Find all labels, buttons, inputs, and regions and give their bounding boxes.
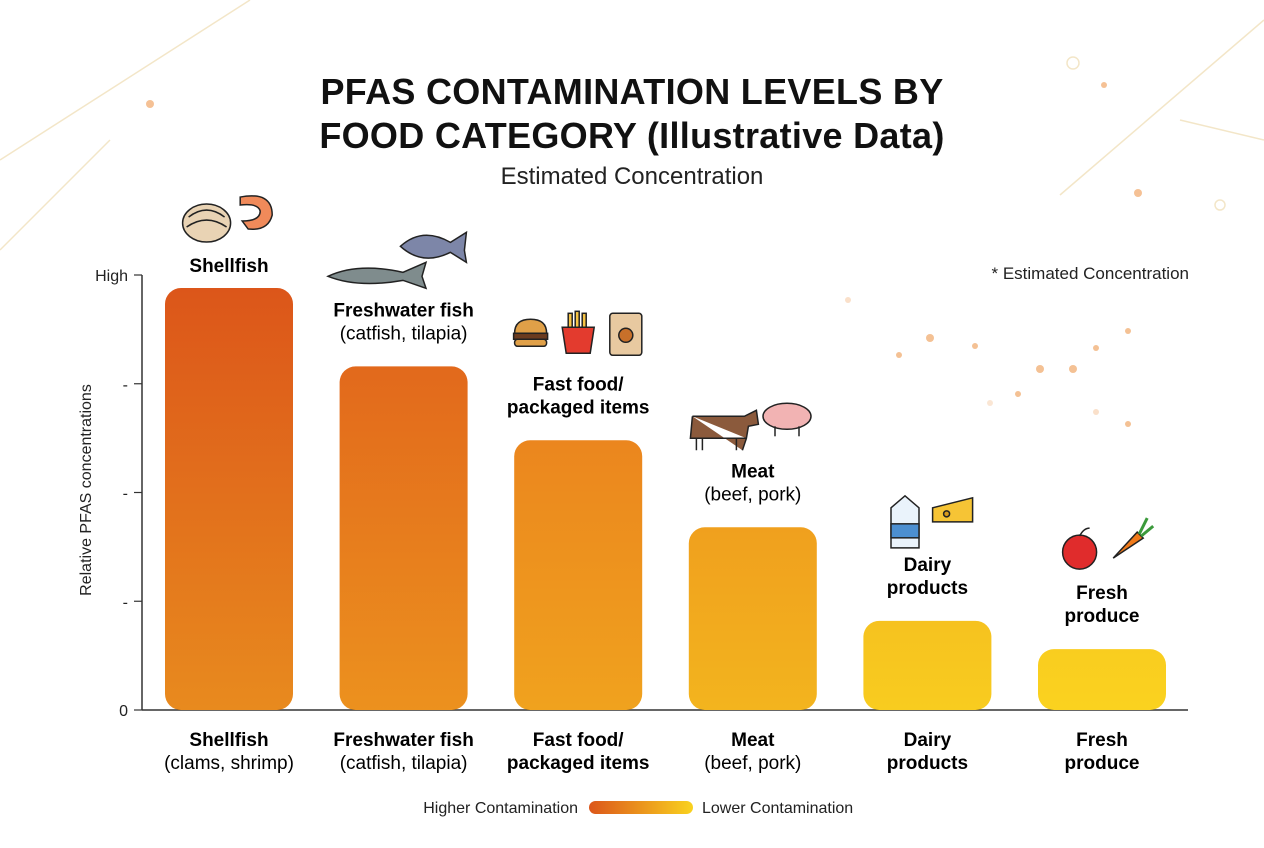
- burger-icon-part: [513, 338, 548, 348]
- y-tick-label: 0: [119, 703, 128, 720]
- bar-top-detail: (beef, pork): [704, 484, 801, 505]
- x-category-detail: packaged items: [507, 753, 650, 774]
- bar-top-detail: products: [887, 578, 968, 599]
- bar-icons: [689, 402, 812, 451]
- clam-icon-part: [186, 209, 228, 228]
- bar-meat: [688, 527, 817, 710]
- cow-icon-part: [689, 409, 760, 451]
- catfish-icon: [326, 261, 428, 290]
- tilapia-icon-part: [399, 230, 468, 264]
- clam-icon: [181, 203, 232, 243]
- bar-top-detail: packaged items: [507, 397, 650, 418]
- bag-icon: [609, 312, 643, 357]
- fries-icon: [561, 310, 596, 355]
- bar-fresh: [1038, 649, 1166, 710]
- carrot-icon-part: [1137, 517, 1155, 538]
- carrot-icon: [1112, 517, 1155, 559]
- bag-icon-part: [618, 327, 634, 344]
- bar-dairy: [863, 620, 992, 710]
- x-category-detail: (clams, shrimp): [164, 753, 294, 774]
- bar-top-detail: produce: [1065, 606, 1140, 627]
- milk-icon-part: [890, 494, 920, 549]
- title-line-2: FOOD CATEGORY (Illustrative Data): [319, 115, 945, 156]
- apple-icon-part: [1078, 527, 1090, 537]
- x-category-detail: (catfish, tilapia): [340, 753, 468, 774]
- burger-icon: [512, 318, 549, 348]
- bar-fast-food: [514, 440, 643, 710]
- bar-top-label: Shellfish: [189, 256, 268, 277]
- apple-icon: [1061, 527, 1098, 570]
- cheese-icon-part: [931, 496, 974, 523]
- bar-icons: [181, 195, 273, 243]
- tilapia-icon: [399, 230, 468, 264]
- y-tick-label: -: [123, 486, 128, 503]
- milk-icon: [890, 494, 920, 549]
- bar-icons: [326, 230, 468, 290]
- y-tick-label: High: [95, 268, 128, 285]
- bar-icons: [1061, 517, 1155, 570]
- bar-top-label: Fast food/: [533, 374, 624, 395]
- catfish-icon-part: [326, 261, 428, 290]
- x-category-detail: produce: [1065, 753, 1140, 774]
- bar-top-label: Freshwater fish: [333, 300, 473, 321]
- chart-subtitle: Estimated Concentration: [500, 163, 764, 190]
- bar-icons: [890, 494, 974, 549]
- bar-top-label: Meat: [731, 461, 775, 482]
- cow-icon: [689, 409, 760, 451]
- cheese-icon: [931, 496, 974, 523]
- chart-title: PFAS CONTAMINATION LEVELS BY FOOD CATEGO…: [0, 70, 1264, 158]
- apple-icon-part: [1061, 534, 1098, 570]
- bar-freshwater-fish: [339, 366, 468, 710]
- bar-top-label: Fresh: [1076, 583, 1128, 604]
- bar-shellfish: [165, 288, 293, 710]
- milk-icon-part: [890, 523, 920, 539]
- y-tick-label: -: [123, 377, 128, 394]
- carrot-icon-part: [1112, 531, 1145, 559]
- legend-gradient-bar: [589, 801, 693, 814]
- bar-top-label: Dairy: [904, 555, 952, 576]
- shrimp-icon-part: [239, 195, 273, 231]
- legend-high-label: Higher Contamination: [423, 800, 578, 817]
- x-category-label: Freshwater fish: [333, 730, 473, 751]
- y-tick-label: -: [123, 594, 128, 611]
- x-category-label: Fast food/: [533, 730, 624, 751]
- x-category-detail: products: [887, 753, 968, 774]
- x-category-label: Meat: [731, 730, 775, 751]
- pig-icon: [762, 402, 812, 437]
- cheese-icon-part: [942, 510, 951, 518]
- title-line-1: PFAS CONTAMINATION LEVELS BY: [320, 71, 944, 112]
- x-category-label: Fresh: [1076, 730, 1128, 751]
- bar-top-detail: (catfish, tilapia): [340, 323, 468, 344]
- fries-icon-part: [561, 326, 596, 355]
- bar-icons: [512, 310, 643, 357]
- shrimp-icon: [239, 195, 273, 231]
- pig-icon-part: [762, 402, 812, 431]
- x-category-label: Dairy: [904, 730, 952, 751]
- x-category-detail: (beef, pork): [704, 753, 801, 774]
- y-axis-label: Relative PFAS concentrations: [78, 384, 95, 596]
- estimate-note: * Estimated Concentration: [991, 264, 1190, 283]
- burger-icon-part: [512, 332, 549, 341]
- burger-icon-part: [513, 318, 548, 335]
- x-category-label: Shellfish: [189, 730, 268, 751]
- legend-low-label: Lower Contamination: [702, 800, 853, 817]
